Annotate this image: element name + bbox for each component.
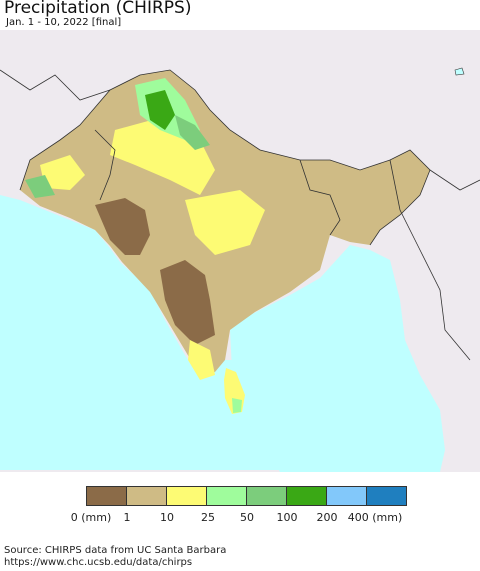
legend-swatch-4 bbox=[246, 486, 287, 506]
legend: 0 (mm) 1 10 25 50 100 200 400 (mm) bbox=[0, 486, 480, 526]
moist-region-south bbox=[188, 340, 215, 380]
moist-region-central bbox=[185, 190, 265, 255]
legend-swatch-1 bbox=[126, 486, 167, 506]
bangladesh-border bbox=[299, 159, 341, 236]
china-border bbox=[429, 169, 480, 191]
legend-swatch-6 bbox=[326, 486, 367, 506]
source-url[interactable]: https://www.chc.ucsb.edu/data/chirps bbox=[4, 557, 193, 568]
myanmar-border bbox=[389, 159, 471, 361]
legend-swatch-0 bbox=[86, 486, 127, 506]
legend-label-0: 0 (mm) bbox=[70, 511, 112, 524]
afghanistan-border bbox=[0, 69, 111, 101]
dry-region-deccan bbox=[160, 260, 215, 345]
wet-region-himachal bbox=[175, 115, 210, 150]
legend-label-6: 200 bbox=[316, 511, 338, 524]
legend-label-2: 10 bbox=[160, 511, 174, 524]
legend-swatch-5 bbox=[286, 486, 327, 506]
wettest-region-kashmir bbox=[145, 90, 175, 130]
india-pakistan-border bbox=[94, 129, 116, 201]
legend-label-4: 50 bbox=[240, 511, 254, 524]
bay-of-bengal bbox=[230, 245, 445, 472]
precipitation-map bbox=[0, 30, 480, 472]
source-line: Source: CHIRPS data from UC Santa Barbar… bbox=[4, 545, 227, 556]
legend-label-3: 25 bbox=[201, 511, 215, 524]
arabian-sea bbox=[0, 195, 300, 470]
legend-swatch-3 bbox=[206, 486, 247, 506]
sri-lanka-wet bbox=[232, 398, 242, 413]
map-title: Precipitation (CHIRPS) bbox=[4, 0, 192, 18]
legend-swatch-7 bbox=[366, 486, 407, 506]
northern-border bbox=[19, 69, 431, 246]
dry-region-gujarat bbox=[95, 198, 150, 255]
legend-label-1: 1 bbox=[123, 511, 131, 524]
wet-region-sindh bbox=[25, 175, 55, 198]
lake-region bbox=[454, 67, 465, 76]
legend-label-5: 100 bbox=[276, 511, 298, 524]
map-subtitle: Jan. 1 - 10, 2022 [final] bbox=[6, 17, 122, 28]
map-svg bbox=[0, 30, 480, 472]
legend-swatch-2 bbox=[166, 486, 207, 506]
moist-region-pakistan bbox=[40, 155, 85, 190]
legend-label-7: 400 (mm) bbox=[347, 511, 403, 524]
